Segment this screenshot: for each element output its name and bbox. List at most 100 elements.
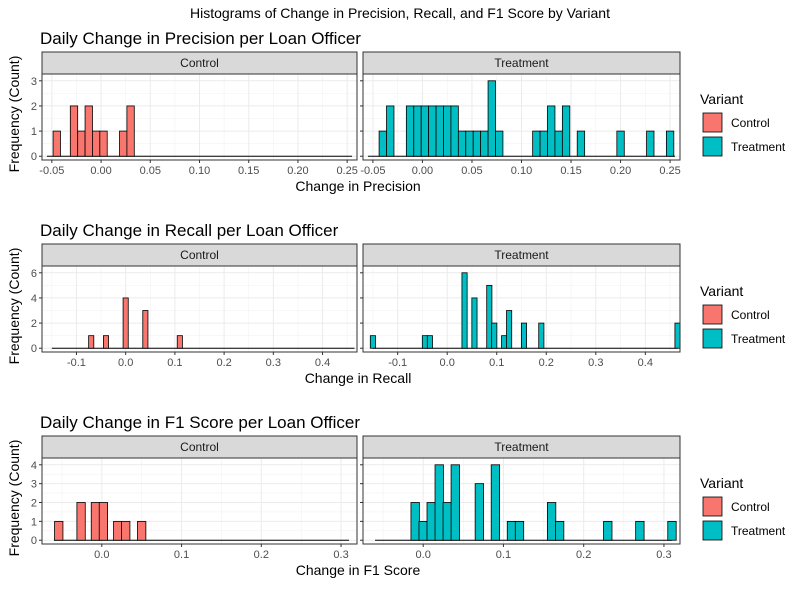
y-axis-label: Frequency (Count) (6, 440, 22, 557)
histogram-bar (486, 284, 493, 349)
histogram-bar (487, 80, 496, 157)
x-tick-label: 0.2 (254, 549, 269, 561)
x-tick-label: 0.00 (90, 165, 111, 177)
histogram-bar (113, 520, 123, 541)
histogram-bar (52, 130, 61, 157)
histogram-bar (506, 310, 513, 349)
histogram-bar (506, 520, 517, 541)
legend-key-control (702, 304, 723, 325)
histogram-bar (122, 297, 129, 349)
histogram-bar (555, 520, 565, 541)
x-tick-label: 0.05 (140, 165, 161, 177)
x-tick-label: 0.0 (440, 357, 455, 369)
legend-key-control (702, 112, 723, 133)
legend-label: Control (731, 500, 770, 514)
x-tick-label: 0.1 (489, 357, 504, 369)
histogram-bar (126, 105, 135, 157)
histogram-bar (465, 130, 474, 157)
x-axis-label: Change in Precision (295, 178, 420, 194)
histogram-bar (443, 105, 452, 157)
histogram-bar (410, 502, 420, 541)
x-tick-label: 0.1 (496, 549, 511, 561)
histogram-bar (92, 130, 101, 157)
histogram-bar (84, 105, 93, 157)
legend-label: Control (731, 116, 770, 130)
histogram-bar (421, 335, 428, 349)
y-tick-label: 1 (31, 516, 37, 528)
legend-label: Treatment (731, 332, 786, 346)
histogram-bar (119, 130, 128, 157)
x-tick-label: 0.4 (638, 357, 653, 369)
chart-2: Daily Change in Recall per Loan Officer C… (6, 221, 786, 386)
histogram-bar (547, 105, 556, 157)
histogram-bar (501, 335, 508, 349)
facet-strip-label: Control (180, 248, 219, 262)
histogram-bar (539, 130, 548, 157)
legend-title: Variant (700, 475, 743, 491)
x-tick-label: 0.00 (412, 165, 433, 177)
x-tick-label: 0.1 (174, 549, 189, 561)
facet-control: Control -0.1 0.0 0.1 0.2 0.3 0.4 0 2 4 6 (31, 243, 358, 369)
histogram-bar (103, 335, 109, 349)
x-tick-label: 0.0 (94, 549, 109, 561)
histogram-bar (491, 322, 498, 349)
legend: Variant Control Treatment (700, 283, 786, 349)
histogram-bar (665, 130, 675, 157)
histogram-bar (450, 464, 460, 541)
legend-key-treatment (702, 328, 723, 349)
x-tick-label: 0.3 (656, 549, 671, 561)
histogram-bar (514, 520, 525, 541)
y-tick-label: 4 (31, 293, 37, 305)
histogram-bar (471, 297, 478, 349)
histogram-bar (428, 105, 437, 157)
panel-border (41, 457, 358, 545)
histogram-bar (576, 130, 586, 157)
panel-border (362, 265, 681, 353)
histogram-bar (77, 130, 86, 157)
legend-label: Treatment (731, 140, 786, 154)
histogram-bar (495, 130, 504, 157)
x-tick-label: 0.05 (461, 165, 482, 177)
histogram-bar (434, 464, 444, 541)
histogram-bar (474, 483, 484, 541)
histogram-bar (386, 105, 395, 157)
histogram-bar (450, 105, 459, 157)
chart-3: Daily Change in F1 Score per Loan Office… (6, 413, 786, 578)
x-tick-label: -0.05 (360, 165, 385, 177)
x-tick-label: 0.10 (189, 165, 210, 177)
legend-title: Variant (700, 91, 743, 107)
x-tick-label: 0.25 (336, 165, 357, 177)
histogram-bar (472, 130, 482, 157)
histogram-bar (88, 335, 95, 349)
y-tick-label: 3 (31, 76, 37, 88)
legend-key-treatment (702, 136, 723, 157)
chart-title: Daily Change in Precision per Loan Offic… (40, 29, 361, 48)
chart-title: Daily Change in F1 Score per Loan Office… (40, 413, 360, 432)
x-tick-label: -0.05 (39, 165, 64, 177)
histogram-bar (418, 520, 428, 541)
y-tick-label: 0 (31, 151, 37, 163)
histogram-bar (176, 335, 183, 349)
histogram-bar (554, 130, 563, 157)
legend-key-treatment (702, 520, 723, 541)
histogram-bar (461, 272, 468, 349)
x-tick-label: 0.2 (539, 357, 554, 369)
histogram-bar (99, 130, 108, 157)
histogram-bar (54, 520, 64, 541)
x-tick-label: 0.20 (287, 165, 308, 177)
figure-title: Histograms of Change in Precision, Recal… (190, 5, 610, 21)
y-tick-label: 0 (31, 343, 37, 355)
x-tick-label: 0.2 (576, 549, 591, 561)
legend-label: Treatment (731, 524, 786, 538)
y-tick-label: 3 (31, 479, 37, 491)
histogram-bar (520, 322, 527, 349)
x-tick-label: 0.20 (610, 165, 631, 177)
histogram-bar (76, 502, 86, 541)
x-tick-label: 0.3 (588, 357, 603, 369)
histogram-bar (667, 520, 677, 541)
facet-strip-label: Control (180, 56, 219, 70)
x-tick-label: 0.25 (659, 165, 680, 177)
histogram-bar (121, 520, 131, 541)
x-tick-label: 0.3 (266, 357, 281, 369)
